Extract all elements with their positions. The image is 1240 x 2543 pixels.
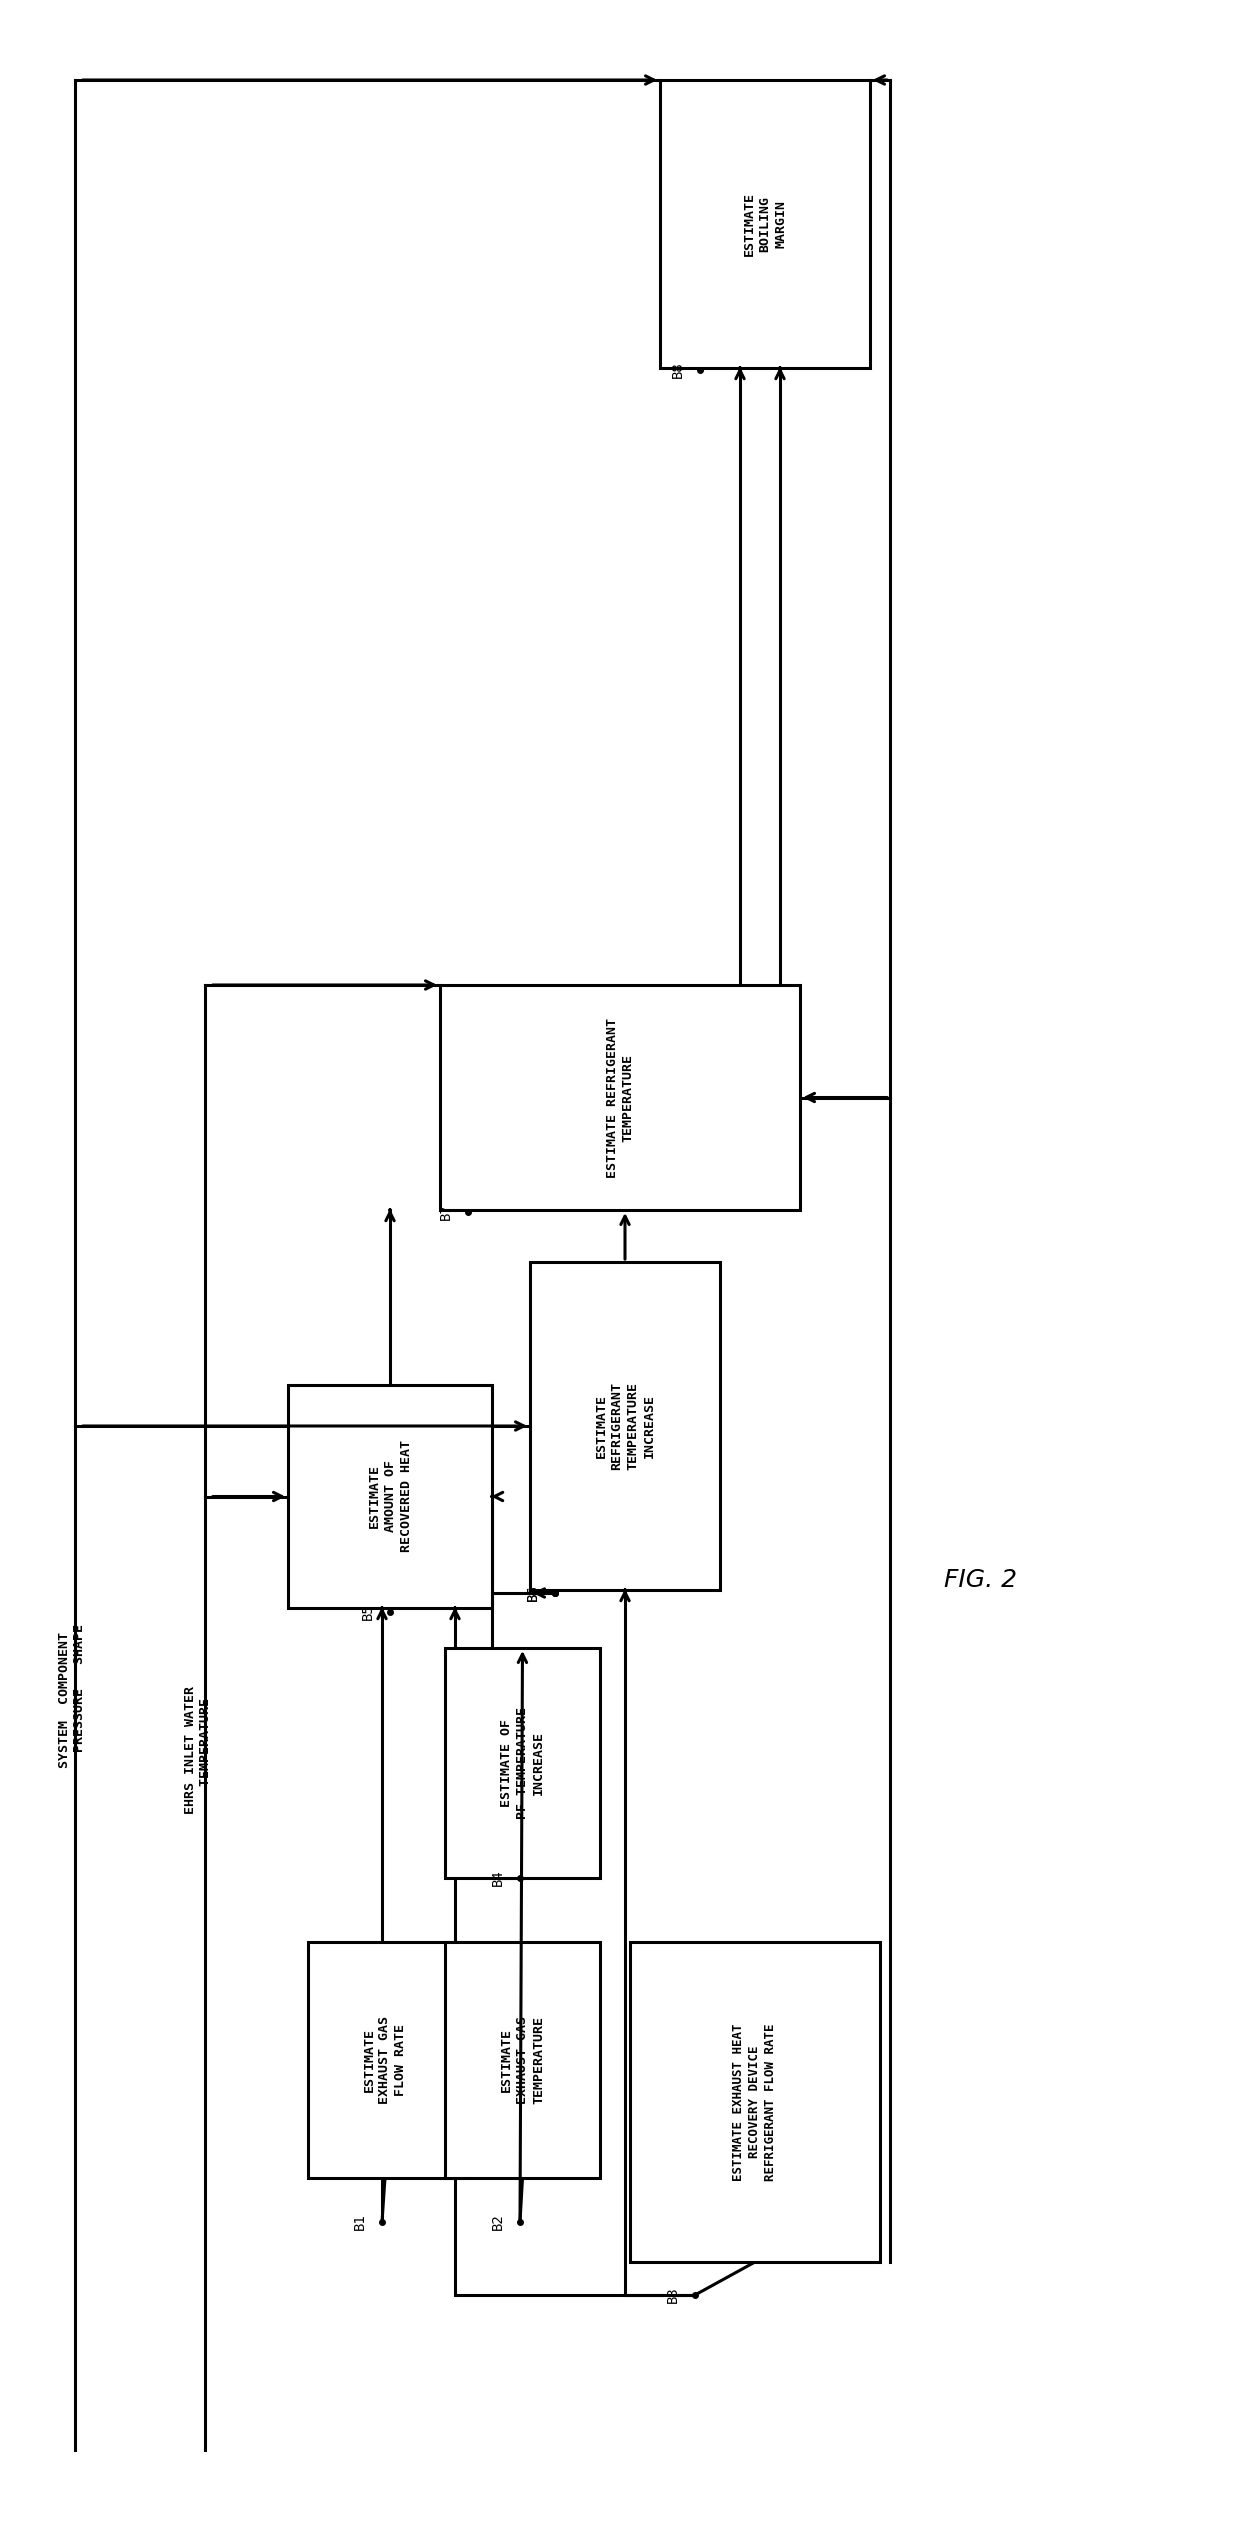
Text: B4: B4 xyxy=(491,1869,505,1887)
Bar xyxy=(660,79,870,369)
Text: EHRS INLET WATER
  TEMPERATURE: EHRS INLET WATER TEMPERATURE xyxy=(184,1686,212,1813)
Text: B6: B6 xyxy=(526,1584,539,1602)
Bar xyxy=(445,1943,600,2177)
Text: ESTIMATE
BOILING
MARGIN: ESTIMATE BOILING MARGIN xyxy=(743,193,787,257)
Bar xyxy=(440,984,800,1210)
Bar xyxy=(529,1261,720,1589)
Text: B1: B1 xyxy=(353,2212,367,2230)
Text: SYSTEM  COMPONENT
   PRESSURE   SHAPE: SYSTEM COMPONENT PRESSURE SHAPE xyxy=(58,1625,86,1775)
Bar xyxy=(630,1943,880,2263)
Text: ESTIMATE
EXHAUST GAS
TEMPERATURE: ESTIMATE EXHAUST GAS TEMPERATURE xyxy=(500,2017,546,2103)
Text: B3: B3 xyxy=(666,2286,680,2304)
Text: B8: B8 xyxy=(671,361,684,379)
Text: B5: B5 xyxy=(361,1605,374,1620)
Text: ESTIMATE OF
PF TEMPERATURE
INCREASE: ESTIMATE OF PF TEMPERATURE INCREASE xyxy=(500,1706,546,1818)
Text: ESTIMATE
REFRIGERANT
TEMPERATURE
INCREASE: ESTIMATE REFRIGERANT TEMPERATURE INCREAS… xyxy=(594,1381,656,1470)
Text: ESTIMATE EXHAUST HEAT
RECOVERY DEVICE
REFRIGERANT FLOW RATE: ESTIMATE EXHAUST HEAT RECOVERY DEVICE RE… xyxy=(733,2024,777,2182)
Text: B2: B2 xyxy=(491,2212,505,2230)
Text: B6: B6 xyxy=(526,1584,539,1602)
Text: B7: B7 xyxy=(439,1203,453,1221)
Bar xyxy=(308,1943,463,2177)
Text: ESTIMATE REFRIGERANT
TEMPERATURE: ESTIMATE REFRIGERANT TEMPERATURE xyxy=(605,1017,635,1177)
Bar xyxy=(445,1648,600,1877)
Text: FIG. 2: FIG. 2 xyxy=(944,1569,1017,1592)
Text: ESTIMATE
EXHAUST GAS
FLOW RATE: ESTIMATE EXHAUST GAS FLOW RATE xyxy=(362,2017,408,2103)
Text: ESTIMATE
AMOUNT OF
RECOVERED HEAT: ESTIMATE AMOUNT OF RECOVERED HEAT xyxy=(367,1439,413,1551)
Bar xyxy=(288,1386,492,1607)
